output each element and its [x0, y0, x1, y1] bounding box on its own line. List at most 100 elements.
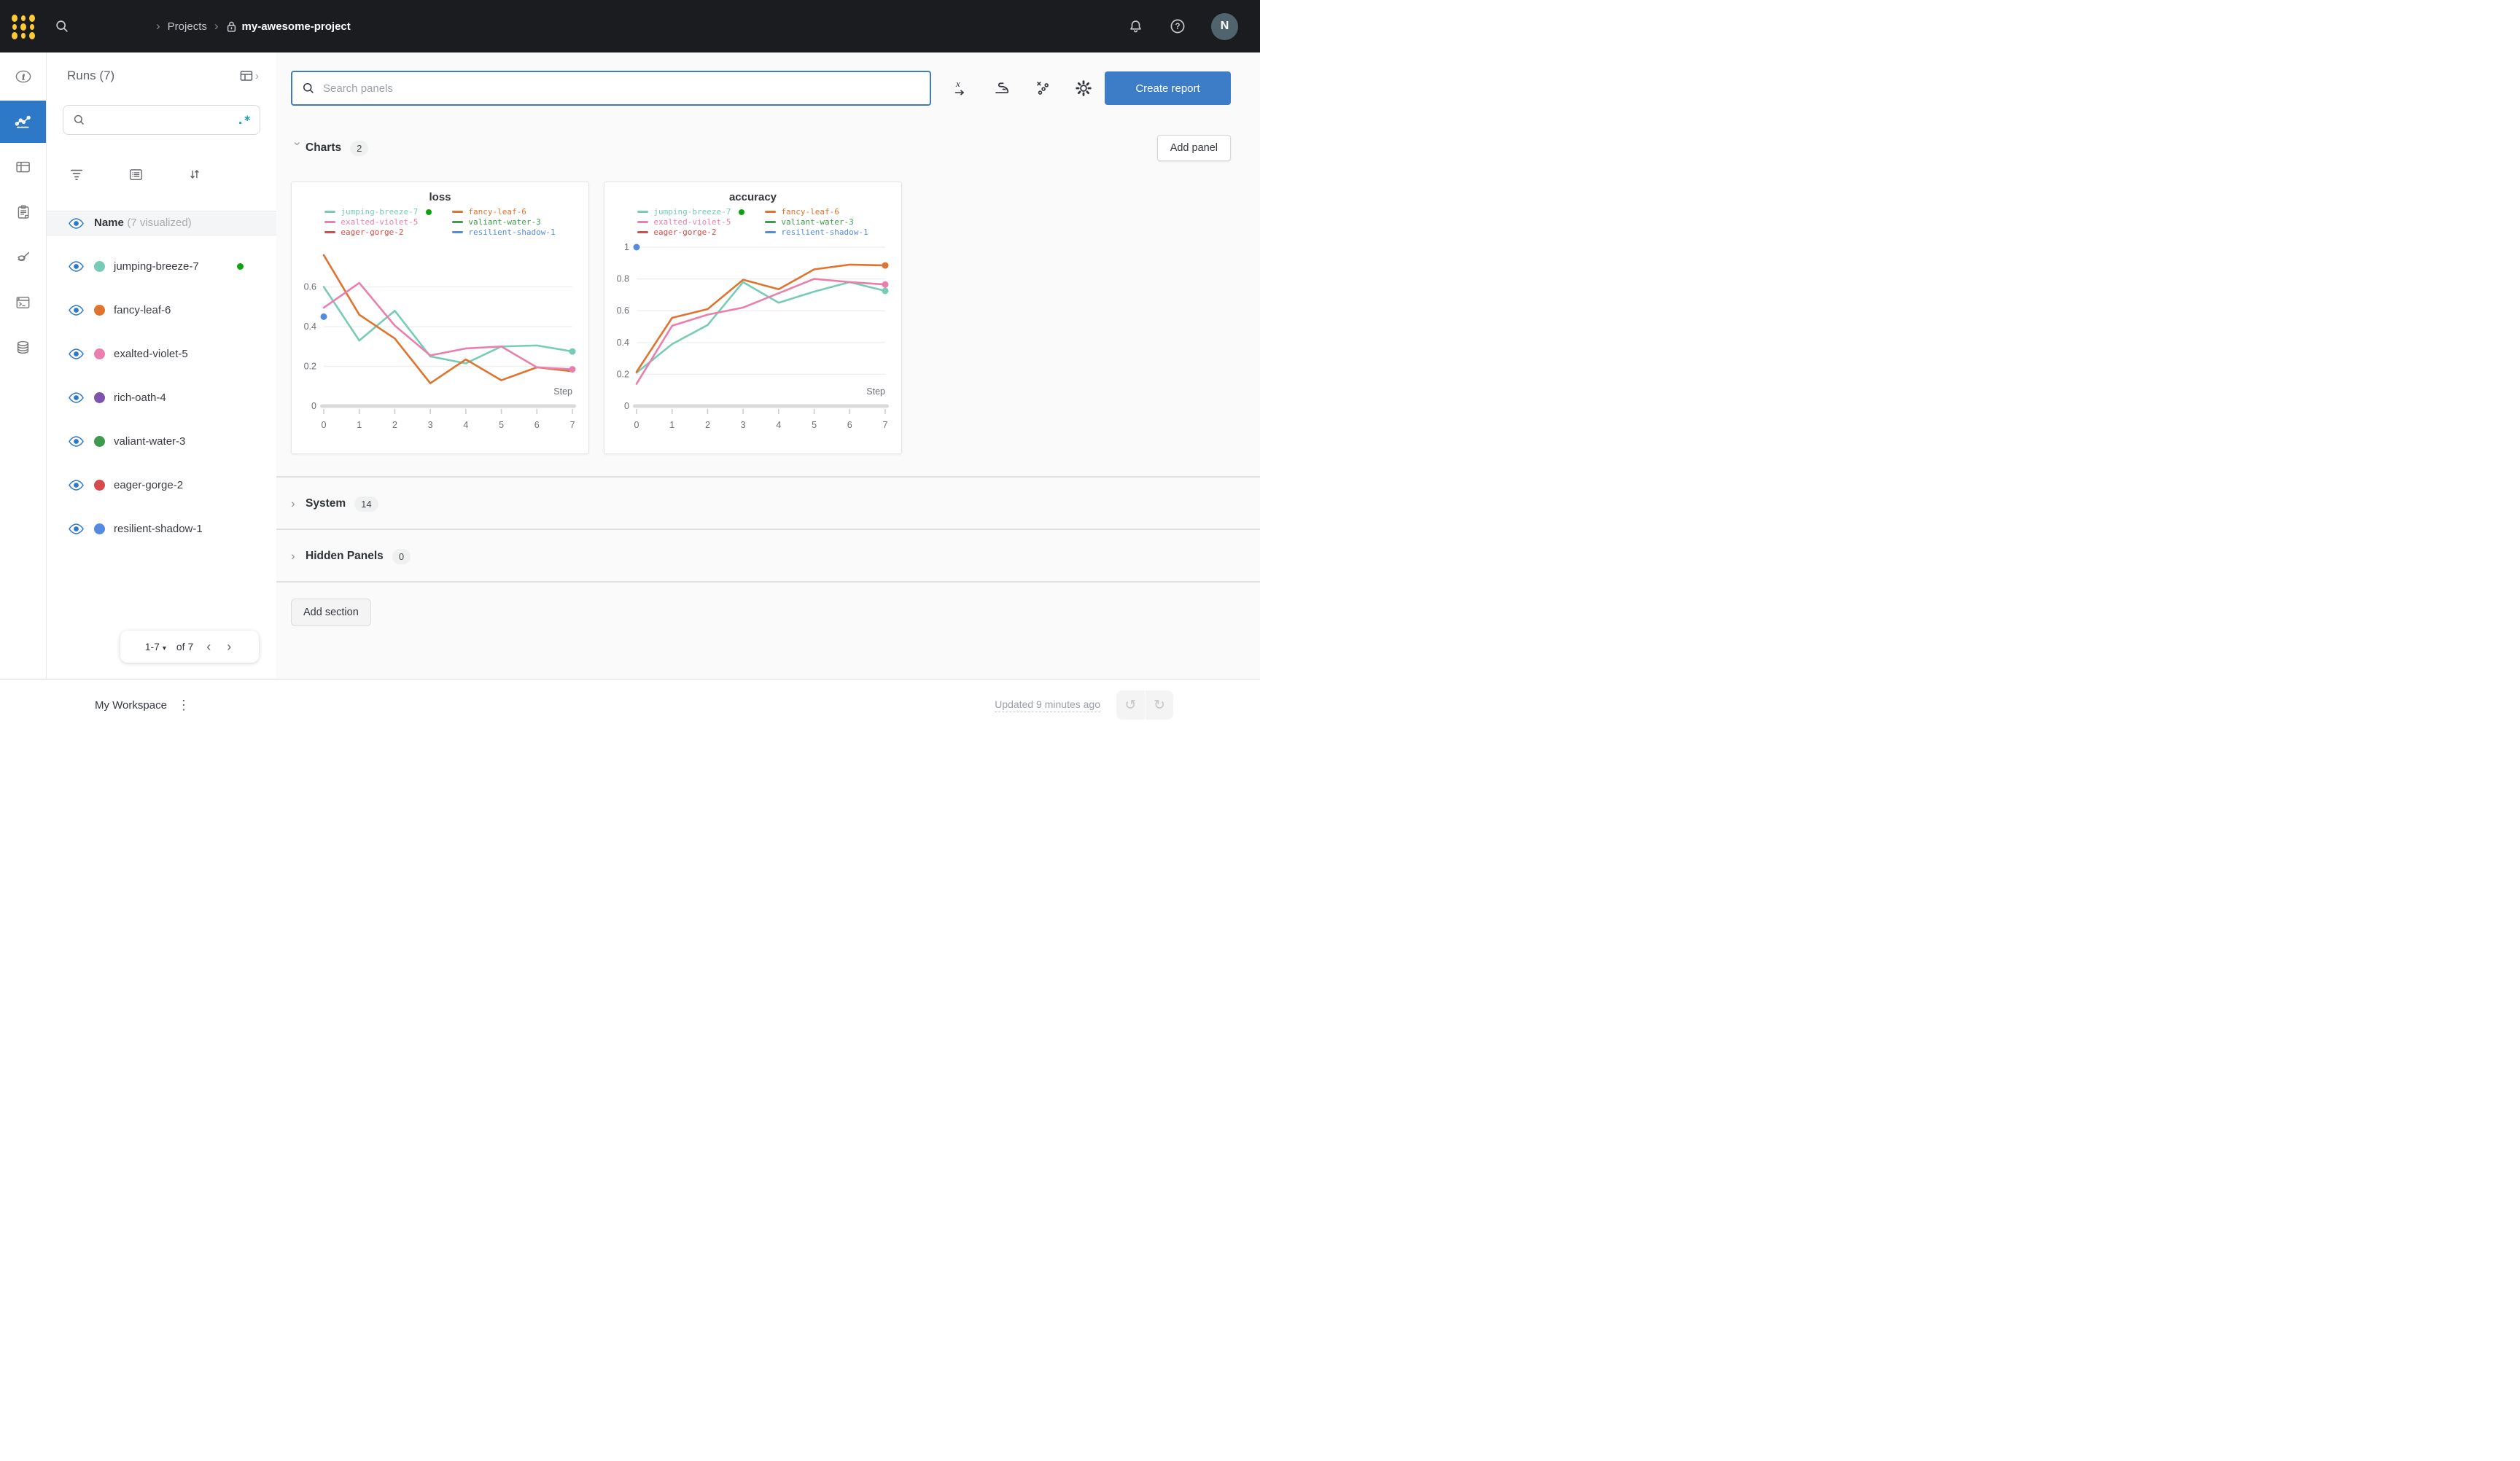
page-range-dropdown[interactable]: 1-7 ▾ [144, 641, 166, 652]
run-row[interactable]: jumping-breeze-7 [47, 244, 276, 288]
user-avatar[interactable]: N [1211, 12, 1238, 40]
svg-text:?: ? [1175, 23, 1180, 31]
x-axis-settings-icon[interactable]: x [952, 79, 971, 98]
legend-item[interactable]: exalted-violet-5 [324, 217, 432, 227]
add-panel-button[interactable]: Add panel [1156, 135, 1231, 161]
svg-text:1: 1 [669, 420, 674, 430]
run-row[interactable]: fancy-leaf-6 [47, 288, 276, 332]
run-visibility-icon[interactable] [69, 479, 84, 491]
nav-workspace-charts[interactable] [0, 101, 46, 143]
legend-item[interactable]: fancy-leaf-6 [452, 207, 555, 217]
nav-logs-icon[interactable] [0, 191, 46, 233]
run-row[interactable]: eager-gorge-2 [47, 463, 276, 507]
run-visibility-icon[interactable] [69, 523, 84, 534]
chart-legend: jumping-breeze-7 fancy-leaf-6 exalted-viol… [292, 207, 588, 237]
history-controls: ↺ ↻ [1116, 690, 1173, 720]
legend-swatch-icon [324, 230, 336, 234]
legend-item[interactable]: resilient-shadow-1 [765, 227, 868, 237]
svg-text:0.4: 0.4 [304, 322, 316, 332]
workspace-menu-icon[interactable]: ⋮ [176, 697, 190, 712]
legend-item[interactable]: fancy-leaf-6 [765, 207, 868, 217]
run-name: jumping-breeze-7 [114, 260, 199, 273]
legend-swatch-icon [324, 210, 336, 214]
prev-page-button[interactable]: ‹ [206, 639, 211, 654]
run-visibility-icon[interactable] [69, 435, 84, 447]
panel-search-input[interactable] [323, 82, 921, 95]
nav-sweeps-icon[interactable] [0, 236, 46, 278]
legend-item[interactable]: valiant-water-3 [765, 217, 868, 227]
chart-title: accuracy [728, 191, 777, 203]
wandb-logo[interactable] [12, 15, 35, 39]
regex-toggle[interactable]: .* [236, 113, 251, 127]
runs-search-box[interactable]: .* [63, 105, 260, 135]
toggle-all-visibility-icon[interactable] [69, 217, 84, 229]
run-row[interactable]: exalted-violet-5 [47, 332, 276, 375]
breadcrumb-project-name[interactable]: my-awesome-project [226, 20, 351, 33]
hidden-section-label: Hidden Panels [306, 550, 384, 562]
legend-item[interactable]: jumping-breeze-7 [324, 207, 432, 217]
chart-point-dot [633, 244, 640, 251]
run-visibility-icon[interactable] [69, 260, 84, 272]
svg-text:0.4: 0.4 [617, 338, 629, 348]
chart-panel-loss[interactable]: loss jumping-breeze-7 fancy-leaf-6 exalted-… [291, 182, 589, 454]
hidden-collapse-icon[interactable]: › [291, 549, 295, 563]
run-row[interactable]: valiant-water-3 [47, 419, 276, 463]
run-visibility-icon[interactable] [69, 348, 84, 359]
notifications-bell-icon[interactable] [1127, 18, 1144, 35]
running-indicator [426, 209, 432, 215]
hidden-panels-section-header[interactable]: › Hidden Panels 0 [291, 542, 1231, 571]
next-page-button[interactable]: › [227, 639, 232, 654]
open-runs-table-icon[interactable]: › [239, 69, 259, 82]
last-updated-link[interactable]: Updated 9 minutes ago [995, 698, 1100, 712]
legend-run-name: eager-gorge-2 [653, 227, 717, 237]
run-color-dot [94, 391, 105, 403]
runs-search-input[interactable] [92, 114, 237, 126]
legend-item[interactable]: eager-gorge-2 [324, 227, 432, 237]
legend-item[interactable]: valiant-water-3 [452, 217, 555, 227]
chart-line-exalted-violet-5 [635, 278, 887, 385]
legend-item[interactable]: exalted-violet-5 [637, 217, 744, 227]
nav-terminal-icon[interactable] [0, 281, 46, 324]
name-column-label: Name [94, 217, 124, 229]
section-divider [276, 476, 1260, 478]
undo-button[interactable]: ↺ [1124, 697, 1137, 713]
nav-table-icon[interactable] [0, 146, 46, 188]
chart-endpoint-dot [882, 262, 889, 269]
run-row[interactable]: rich-oath-4 [47, 375, 276, 419]
system-collapse-icon[interactable]: › [291, 496, 295, 510]
chart-plot: 0 0.2 0.4 0.6 0 1 2 3 4 5 6 7 Step [304, 254, 576, 430]
legend-item[interactable]: eager-gorge-2 [637, 227, 744, 237]
nav-overview-icon[interactable]: i [0, 55, 46, 98]
legend-item[interactable]: jumping-breeze-7 [637, 207, 745, 217]
smoothing-icon[interactable] [992, 79, 1011, 98]
x-axis-label: Step [866, 386, 885, 397]
help-icon[interactable]: ? [1169, 17, 1186, 35]
system-section-label: System [306, 497, 346, 510]
group-list-icon[interactable] [128, 168, 144, 182]
system-section-header[interactable]: › System 14 [291, 489, 1231, 518]
workspace-main: x Create report › Charts 2 Add panel los… [276, 52, 1260, 679]
run-visibility-icon[interactable] [69, 391, 84, 403]
charts-collapse-icon[interactable]: › [290, 141, 305, 146]
global-search-icon[interactable] [54, 18, 70, 34]
svg-text:i: i [22, 73, 24, 82]
breadcrumb-projects[interactable]: Projects [167, 20, 207, 33]
create-report-button[interactable]: Create report [1105, 71, 1231, 105]
breadcrumb: › Projects › my-awesome-project [156, 19, 351, 34]
redo-button[interactable]: ↻ [1145, 690, 1173, 720]
add-section-button[interactable]: Add section [291, 599, 371, 626]
settings-gear-icon[interactable] [1074, 79, 1093, 98]
run-row[interactable]: resilient-shadow-1 [47, 507, 276, 550]
outliers-icon[interactable] [1033, 79, 1052, 98]
charts-section-label[interactable]: Charts [306, 141, 342, 154]
chart-line-exalted-violet-5 [322, 281, 574, 370]
run-visibility-icon[interactable] [69, 304, 84, 316]
chart-panel-accuracy[interactable]: accuracy jumping-breeze-7 fancy-leaf-6 exal… [604, 182, 902, 454]
sort-icon[interactable] [187, 167, 202, 182]
filter-icon[interactable] [69, 168, 85, 181]
nav-artifacts-icon[interactable] [0, 327, 46, 369]
panel-search-box[interactable] [291, 71, 931, 106]
svg-text:2: 2 [392, 420, 397, 430]
runs-header-row[interactable]: Name (7 visualized) [47, 211, 276, 235]
legend-item[interactable]: resilient-shadow-1 [452, 227, 556, 237]
